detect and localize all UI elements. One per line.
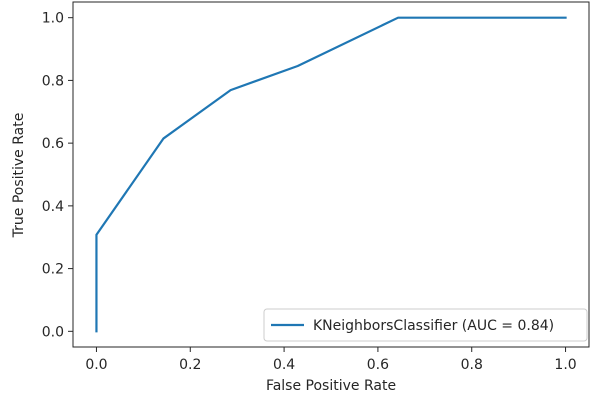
y-tick-label: 0.2 (42, 262, 64, 278)
y-tick-label: 1.0 (42, 11, 64, 27)
series-layer (95, 16, 567, 333)
y-tick-label: 0.8 (42, 73, 64, 89)
y-axis-label: True Positive Rate (11, 113, 27, 239)
roc-curve-line (95, 16, 567, 333)
legend: KNeighborsClassifier (AUC = 0.84) (263, 308, 588, 342)
x-tick-label: 1.0 (554, 357, 576, 373)
plot-frame (72, 1, 590, 348)
y-tick-label: 0.4 (42, 199, 64, 215)
x-tick-label: 0.4 (273, 357, 295, 373)
x-axis-label: False Positive Rate (266, 378, 396, 394)
legend-series-label: KNeighborsClassifier (AUC = 0.84) (313, 318, 554, 334)
x-tick-label: 0.8 (461, 357, 483, 373)
y-tick-label: 0.6 (42, 136, 64, 152)
x-axis-ticks: 0.0 0.2 0.4 0.6 0.8 1.0 (85, 347, 577, 373)
y-axis-ticks: 0.0 0.2 0.4 0.6 0.8 1.0 (42, 11, 73, 340)
legend-box (263, 308, 588, 342)
x-tick-label: 0.0 (85, 357, 107, 373)
y-tick-label: 0.0 (42, 324, 64, 340)
x-tick-label: 0.2 (179, 357, 201, 373)
x-tick-label: 0.6 (367, 357, 389, 373)
